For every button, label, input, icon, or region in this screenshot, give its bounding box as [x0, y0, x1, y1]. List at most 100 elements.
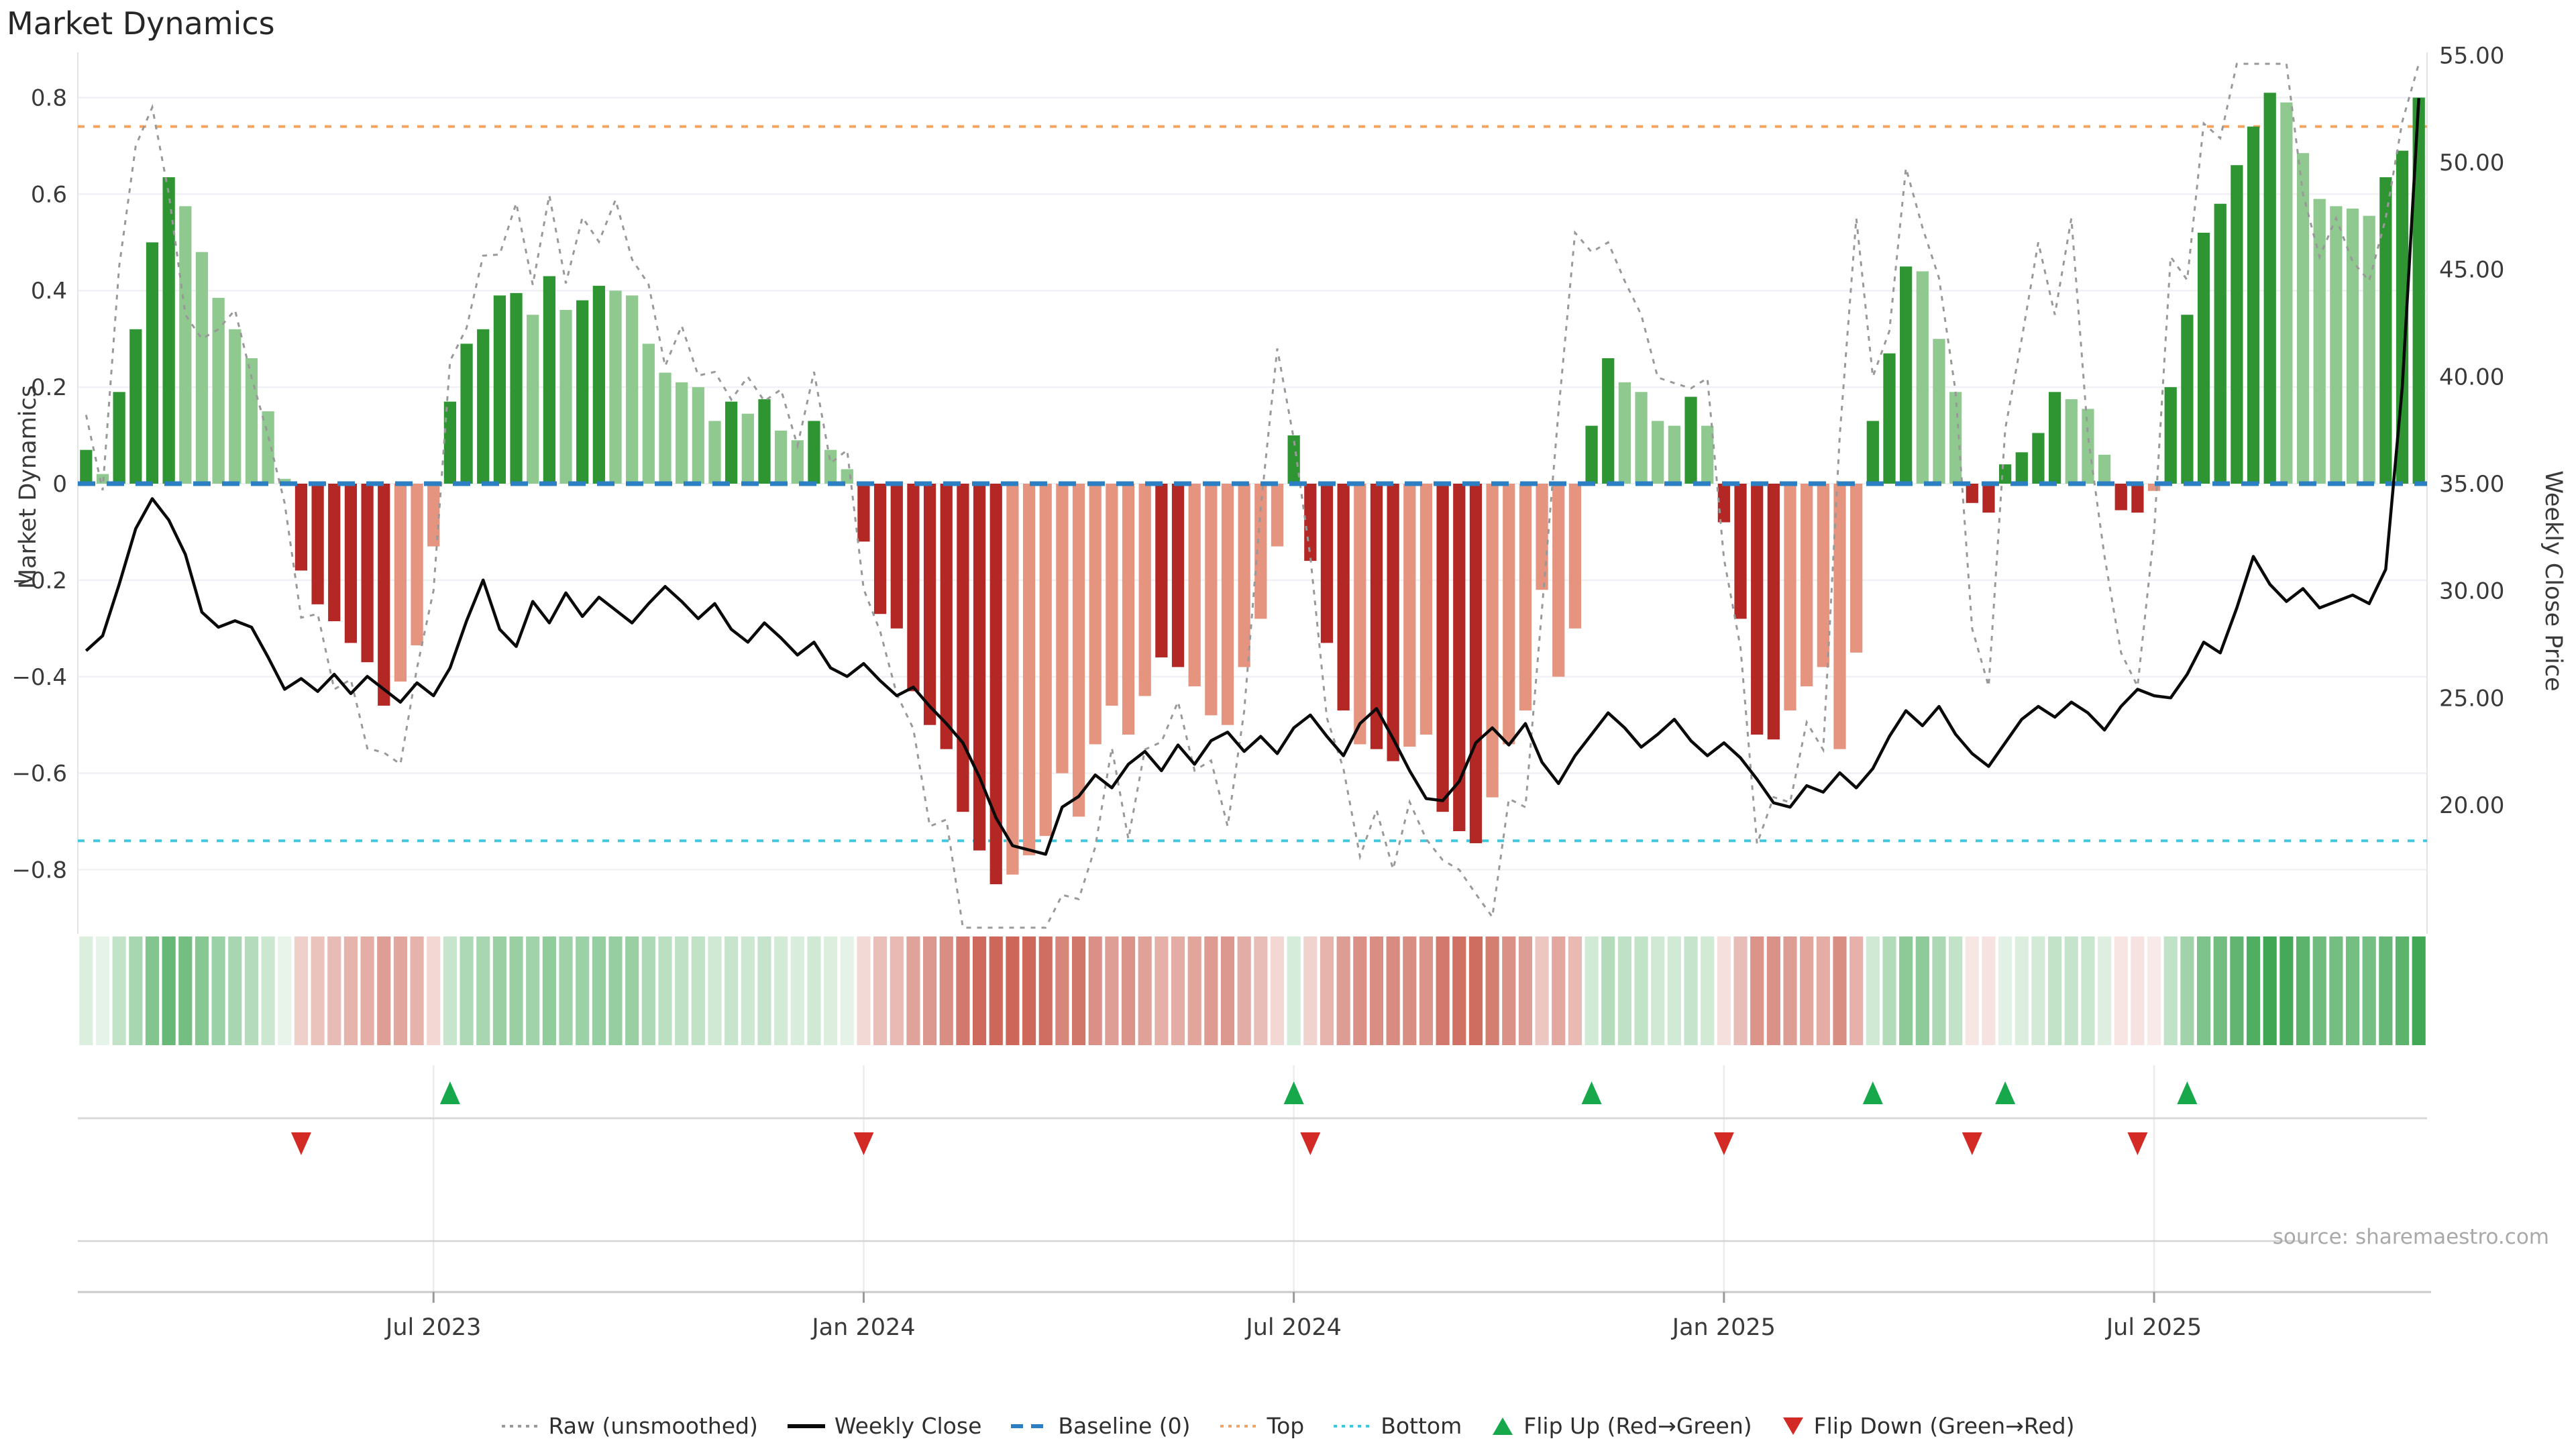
flip-down-marker — [1300, 1132, 1321, 1155]
legend-label: Baseline (0) — [1058, 1413, 1191, 1439]
flip-down-marker — [1962, 1132, 1982, 1155]
dynamics-bar — [378, 484, 390, 706]
heatmap-cell — [360, 936, 374, 1045]
legend-label: Raw (unsmoothed) — [548, 1413, 758, 1439]
heatmap-cell — [1585, 936, 1599, 1045]
dynamics-bar — [510, 292, 523, 484]
heatmap-cell — [145, 936, 160, 1045]
flip-down-marker — [2127, 1132, 2148, 1155]
left-axis-label: Market Dynamics — [15, 384, 42, 590]
dynamics-bar — [245, 358, 258, 484]
heatmap-cell — [923, 936, 937, 1045]
dynamics-bar — [2082, 409, 2094, 484]
heatmap-cell — [2131, 936, 2145, 1045]
dynamics-bar — [1436, 484, 1449, 812]
left-tick-label: 0.6 — [31, 181, 67, 208]
right-tick-label: 20.00 — [2439, 792, 2504, 819]
legend-item: Weekly Close — [787, 1413, 981, 1439]
heatmap-cell — [1419, 936, 1434, 1045]
dynamics-bar — [890, 484, 903, 629]
heatmap-cell — [1915, 936, 1929, 1045]
dynamics-bar — [113, 392, 125, 484]
heatmap-cell — [1552, 936, 1566, 1045]
chart-legend: Raw (unsmoothed) Weekly Close Baseline (0)… — [0, 1413, 2576, 1439]
heatmap-cell — [1204, 936, 1218, 1045]
heatmap-cell — [443, 936, 457, 1045]
dynamics-bar — [80, 449, 93, 484]
heatmap-cell — [2246, 936, 2261, 1045]
heatmap-cell — [2279, 936, 2294, 1045]
dynamics-bar — [2379, 177, 2392, 484]
dynamics-bar — [692, 387, 704, 484]
dynamics-bar — [1850, 484, 1863, 653]
heatmap-cell — [460, 936, 474, 1045]
heatmap-cell — [542, 936, 556, 1045]
heatmap-cell — [1982, 936, 1996, 1045]
heatmap-cell — [1006, 936, 1020, 1045]
heatmap-cell — [1088, 936, 1102, 1045]
dynamics-bar — [443, 401, 457, 484]
dynamics-bar — [2181, 315, 2194, 484]
heatmap-cell — [1038, 936, 1053, 1045]
dynamics-bar — [1817, 484, 1829, 667]
heatmap-cell — [2180, 936, 2194, 1045]
dynamics-bar — [659, 372, 672, 484]
left-tick-label: 0 — [52, 471, 67, 498]
heatmap-cell — [1369, 936, 1384, 1045]
heatmap-cell — [1403, 936, 1417, 1045]
dynamics-bar — [1138, 484, 1151, 696]
heatmap-cell — [956, 936, 970, 1045]
heatmap-cell — [2031, 936, 2045, 1045]
dynamics-bar — [1734, 484, 1747, 619]
heatmap-cell — [1651, 936, 1665, 1045]
dynamics-bar — [576, 300, 589, 484]
heatmap-cell — [278, 936, 292, 1045]
legend-item: Bottom — [1334, 1413, 1462, 1439]
dynamics-bar — [592, 286, 605, 484]
dynamics-bar — [1337, 484, 1350, 711]
dynamics-bar — [1767, 484, 1780, 740]
dynamics-bar — [873, 484, 887, 614]
heatmap-cell — [393, 936, 407, 1045]
legend-label: Flip Down (Green→Red) — [1813, 1413, 2075, 1439]
right-tick-label: 50.00 — [2439, 150, 2504, 176]
legend-label: Flip Up (Red→Green) — [1523, 1413, 1752, 1439]
heatmap-cell — [857, 936, 871, 1045]
heatmap-cell — [1717, 936, 1731, 1045]
legend-item: Raw (unsmoothed) — [501, 1413, 758, 1439]
dynamics-bar — [1883, 353, 1896, 484]
flip-down-marker — [1713, 1132, 1734, 1155]
flip-up-marker — [1995, 1081, 2016, 1104]
heatmap-cell — [691, 936, 705, 1045]
dynamics-bar — [2164, 387, 2177, 484]
dynamics-bar — [1717, 484, 1730, 523]
dynamics-bar — [1784, 484, 1796, 711]
heatmap-cell — [2329, 936, 2343, 1045]
dynamics-bar — [1039, 484, 1052, 837]
flip-up-marker — [439, 1081, 460, 1104]
right-tick-label: 40.00 — [2439, 364, 2504, 390]
heatmap-cell — [2345, 936, 2360, 1045]
dynamics-bar — [195, 252, 209, 484]
left-tick-label: −0.4 — [11, 664, 67, 691]
left-tick-label: 0.2 — [31, 374, 67, 401]
dynamics-bar — [857, 484, 870, 542]
Top-swatch-icon — [1220, 1424, 1258, 1428]
dynamics-bar — [2280, 102, 2293, 484]
dynamics-bar — [146, 242, 159, 484]
heatmap-cell — [244, 936, 259, 1045]
heatmap-cell — [2147, 936, 2161, 1045]
dynamics-bar — [2247, 126, 2260, 484]
heatmap-cell — [1535, 936, 1549, 1045]
dynamics-bar — [973, 484, 986, 851]
dynamics-bar — [311, 484, 324, 604]
legend-item: Top — [1220, 1413, 1304, 1439]
dynamics-bar — [791, 440, 804, 484]
heatmap-cell — [1155, 936, 1169, 1045]
dynamics-bar — [1916, 271, 1929, 484]
heatmap-cell — [2230, 936, 2244, 1045]
heatmap-cell — [2395, 936, 2410, 1045]
heatmap-cell — [2412, 936, 2426, 1045]
dynamics-bar — [1982, 484, 1995, 513]
x-tick-label: Jul 2024 — [1244, 1314, 1341, 1341]
